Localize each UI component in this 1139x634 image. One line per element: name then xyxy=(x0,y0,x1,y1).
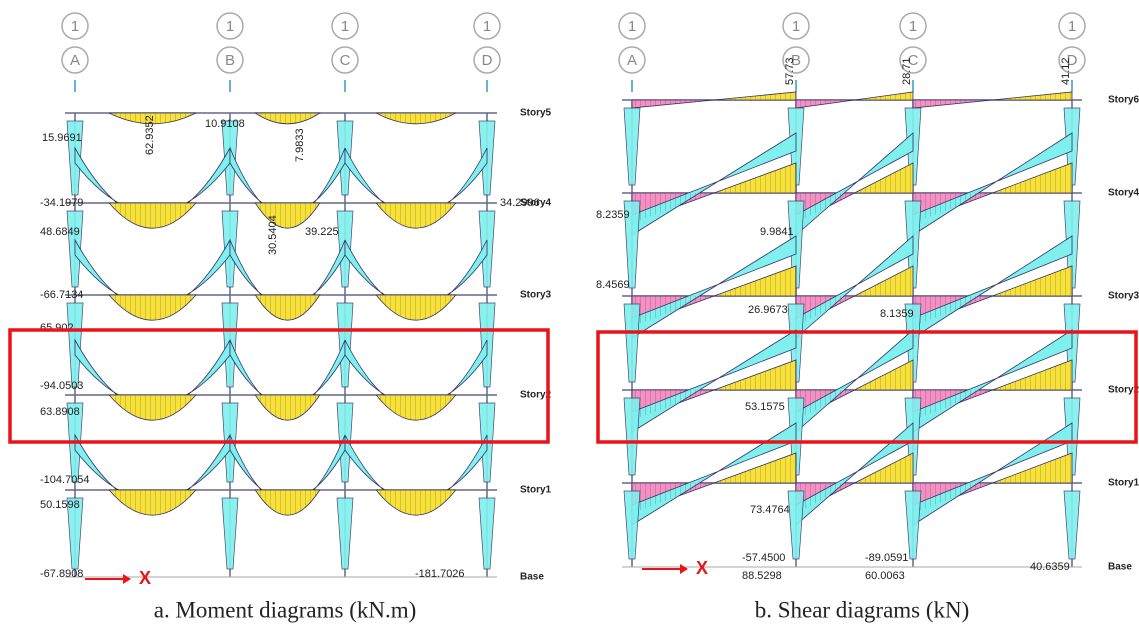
value-label: -94.0503 xyxy=(40,380,83,392)
grid-number: 1 xyxy=(483,18,491,35)
value-label: 63.8908 xyxy=(40,406,80,418)
value-label: 48.6849 xyxy=(40,226,80,238)
value-label: 8.2359 xyxy=(596,209,630,221)
column-diagram xyxy=(624,491,640,559)
value-label: 41.12 xyxy=(1060,57,1072,85)
value-label: 15.9691 xyxy=(42,132,82,144)
axis-label: X xyxy=(139,568,151,588)
grid-letter: B xyxy=(225,52,235,69)
value-label: 60.0063 xyxy=(865,570,905,582)
hatch xyxy=(796,360,913,420)
hatch xyxy=(109,203,196,228)
hatch xyxy=(913,266,1072,326)
hatch xyxy=(632,92,796,108)
value-label: -181.7026 xyxy=(415,568,465,580)
value-label: 34.2996 xyxy=(500,197,540,209)
column-diagram xyxy=(624,304,640,382)
value-label: -104.7054 xyxy=(40,474,90,486)
story-label: Base xyxy=(520,572,544,583)
hatch xyxy=(796,92,913,108)
value-label: 65.902 xyxy=(40,322,74,334)
hatch xyxy=(632,266,796,326)
hatch xyxy=(255,490,319,515)
story-label: Story1 xyxy=(520,485,552,496)
grid-number: 1 xyxy=(341,18,349,35)
story-label: Base xyxy=(1108,562,1132,573)
story-label: Story4 xyxy=(1108,188,1139,199)
value-label: -89.0591 xyxy=(865,552,908,564)
hatch xyxy=(913,163,1072,223)
column-diagram xyxy=(624,108,640,185)
axis-label: X xyxy=(696,558,708,578)
value-label: -34.1979 xyxy=(40,197,83,209)
hatch xyxy=(913,360,1072,420)
value-label: 28.71 xyxy=(901,57,913,85)
story-label: Story1 xyxy=(1108,478,1139,489)
grid-number: 1 xyxy=(909,18,917,35)
value-label: 26.9673 xyxy=(748,304,788,316)
column-diagram xyxy=(337,498,353,569)
hatch xyxy=(376,203,456,228)
value-label: 30.5404 xyxy=(267,215,279,255)
hatch xyxy=(913,92,1072,108)
value-label: 9.9841 xyxy=(760,226,794,238)
value-label: 57.73 xyxy=(784,57,796,85)
axis-arrowhead xyxy=(123,574,131,584)
value-label: 53.1575 xyxy=(745,401,785,413)
column-diagram xyxy=(222,498,238,569)
grid-number: 1 xyxy=(71,18,79,35)
hatch xyxy=(796,453,913,513)
column-diagram xyxy=(479,498,495,569)
grid-number: 1 xyxy=(1068,18,1076,35)
story-label: Story6 xyxy=(1108,95,1139,106)
story-label: Story3 xyxy=(1108,291,1139,302)
hatch xyxy=(796,163,913,223)
figure: a. Moment diagrams (kN.m) b. Shear diagr… xyxy=(0,0,1139,634)
hatch xyxy=(255,295,319,320)
value-label: 73.4764 xyxy=(750,504,790,516)
grid-number: 1 xyxy=(628,18,636,35)
hatch xyxy=(376,395,456,420)
hatch xyxy=(632,163,796,223)
value-label: -57.4500 xyxy=(742,552,785,564)
hatch xyxy=(109,395,196,420)
grid-number: 1 xyxy=(792,18,800,35)
hatch xyxy=(913,453,1072,513)
grid-letter: C xyxy=(340,52,351,69)
value-label: 39.225 xyxy=(305,226,339,238)
value-label: 8.4569 xyxy=(596,279,630,291)
value-label: -67.8908 xyxy=(40,568,83,580)
grid-letter: A xyxy=(627,52,637,69)
grid-letter: D xyxy=(482,52,493,69)
hatch xyxy=(255,203,319,228)
value-label: 62.9352 xyxy=(144,115,156,155)
value-label: 8.1359 xyxy=(880,308,914,320)
axis-arrowhead xyxy=(680,564,688,574)
column-diagram xyxy=(624,398,640,475)
value-label: 40.6359 xyxy=(1030,561,1070,573)
hatch xyxy=(376,295,456,320)
grid-letter: A xyxy=(70,52,80,69)
hatch xyxy=(376,113,456,124)
value-label: 88.5298 xyxy=(742,570,782,582)
value-label: 7.9833 xyxy=(294,128,306,162)
value-label: 10.9108 xyxy=(205,118,245,130)
value-label: 50.1598 xyxy=(40,499,80,511)
caption: b. Shear diagrams (kN) xyxy=(755,597,970,622)
grid-number: 1 xyxy=(226,18,234,35)
hatch xyxy=(109,490,196,515)
value-label: -66.7134 xyxy=(40,289,83,301)
hatch xyxy=(376,490,456,515)
highlight xyxy=(10,330,548,442)
caption: a. Moment diagrams (kN.m) xyxy=(154,597,417,622)
hatch xyxy=(255,113,319,124)
story-label: Story3 xyxy=(520,290,552,301)
column-diagram xyxy=(788,491,804,559)
hatch xyxy=(109,295,196,320)
column-diagram xyxy=(905,491,921,559)
hatch xyxy=(255,395,319,420)
story-label: Story5 xyxy=(520,108,552,119)
column-diagram xyxy=(1064,491,1080,559)
